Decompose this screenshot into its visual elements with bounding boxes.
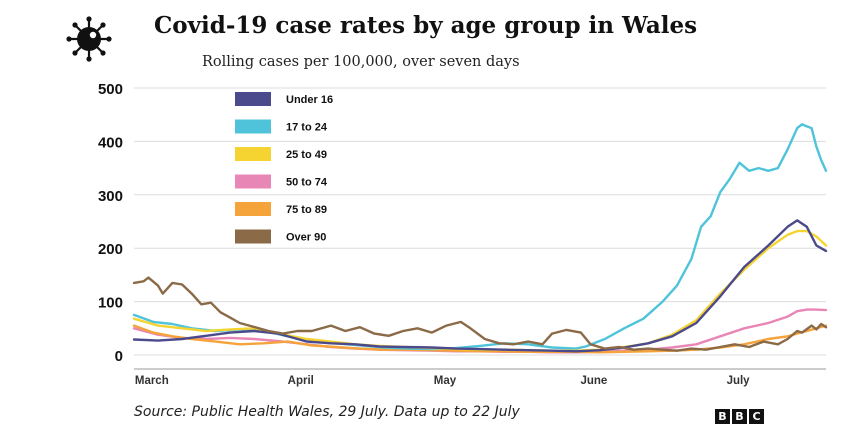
legend-swatch <box>235 92 271 106</box>
legend-swatch <box>235 229 271 244</box>
x-tick-label: June <box>580 375 607 387</box>
chart-title: Covid-19 case rates by age group in Wale… <box>154 12 698 39</box>
y-tick-label: 100 <box>98 295 123 312</box>
legend-label: 25 to 49 <box>286 149 327 161</box>
x-tick-label: May <box>434 375 457 387</box>
legend-label: 17 to 24 <box>286 122 328 134</box>
x-tick-label: April <box>288 375 314 387</box>
virus-icon <box>66 16 112 62</box>
series-line-under-16 <box>132 219 828 353</box>
bbc-logo-letter: B <box>732 409 747 424</box>
y-tick-label: 500 <box>98 81 123 98</box>
legend-label: 50 to 74 <box>286 177 328 189</box>
x-tick-label: March <box>135 375 169 387</box>
legend-swatch <box>235 119 271 134</box>
legend-label: Over 90 <box>286 232 326 244</box>
series-line-75-to-89 <box>132 324 828 354</box>
y-tick-label: 0 <box>115 348 123 365</box>
y-tick-label: 200 <box>98 241 123 258</box>
bbc-logo: B B C <box>715 409 764 424</box>
x-tick-label: July <box>727 375 751 387</box>
legend-swatch <box>235 174 271 189</box>
source-note: Source: Public Health Wales, 29 July. Da… <box>134 404 520 420</box>
y-tick-label: 400 <box>98 134 123 151</box>
legend-label: Under 16 <box>286 94 333 106</box>
legend-label: 75 to 89 <box>286 204 327 216</box>
chart-subtitle: Rolling cases per 100,000, over seven da… <box>202 54 520 70</box>
y-tick-label: 300 <box>98 188 123 205</box>
bbc-logo-letter: C <box>749 409 764 424</box>
legend-swatch <box>235 147 271 161</box>
bbc-logo-letter: B <box>715 409 730 424</box>
series-line-over-90 <box>132 276 828 352</box>
legend-swatch <box>235 202 271 216</box>
